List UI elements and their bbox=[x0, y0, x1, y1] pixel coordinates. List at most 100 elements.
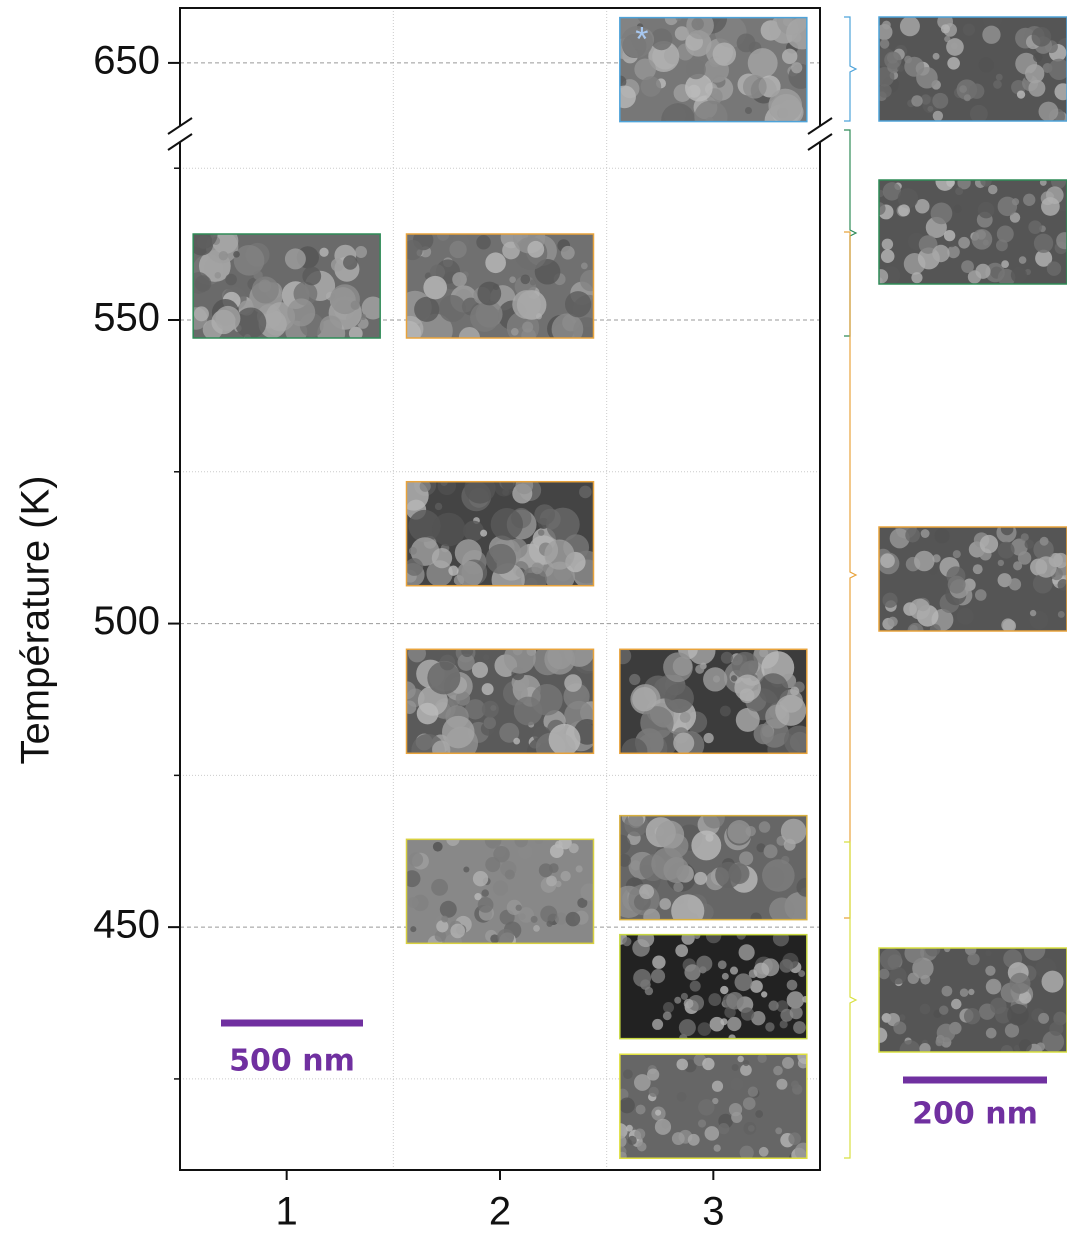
grain bbox=[729, 966, 739, 975]
grain bbox=[555, 840, 563, 849]
grain bbox=[747, 1086, 759, 1097]
grain bbox=[696, 955, 713, 972]
grain bbox=[773, 1065, 783, 1076]
grain bbox=[758, 821, 771, 833]
grain bbox=[711, 1080, 724, 1092]
grain bbox=[193, 234, 218, 249]
grain bbox=[439, 900, 457, 918]
grain bbox=[640, 706, 674, 740]
grain bbox=[406, 320, 421, 338]
grain bbox=[740, 1007, 755, 1021]
grain bbox=[691, 830, 722, 861]
x-tick-label: 2 bbox=[489, 1190, 511, 1234]
grain bbox=[643, 908, 661, 920]
sem-image bbox=[619, 814, 808, 921]
grain bbox=[215, 305, 241, 331]
scale-bar-label: 200 nm bbox=[912, 1097, 1038, 1132]
grain bbox=[697, 1022, 712, 1036]
grain bbox=[431, 878, 449, 896]
grain bbox=[879, 39, 890, 49]
grain bbox=[721, 972, 729, 980]
grain bbox=[790, 686, 800, 696]
grain bbox=[676, 1058, 689, 1071]
grain bbox=[679, 712, 691, 723]
grain bbox=[406, 681, 416, 700]
grain bbox=[793, 913, 800, 920]
grain bbox=[302, 266, 322, 286]
texture bbox=[619, 649, 807, 754]
grain bbox=[457, 653, 475, 671]
grain bbox=[580, 883, 594, 901]
grain bbox=[904, 948, 925, 964]
grain bbox=[740, 1064, 752, 1076]
side-image bbox=[878, 179, 1067, 285]
grain bbox=[350, 300, 360, 310]
grain bbox=[546, 920, 553, 927]
texture bbox=[879, 180, 1067, 284]
grain bbox=[879, 968, 890, 980]
grain bbox=[1013, 1044, 1021, 1052]
grain bbox=[975, 263, 991, 279]
grain bbox=[1039, 180, 1047, 186]
grain bbox=[962, 23, 976, 36]
grain bbox=[531, 562, 544, 575]
texture bbox=[879, 527, 1067, 631]
grain bbox=[756, 843, 766, 853]
grain bbox=[481, 889, 489, 897]
image-tile bbox=[405, 480, 595, 587]
y-axis-label: Température (K) bbox=[14, 476, 58, 765]
grain bbox=[956, 607, 974, 625]
grain bbox=[911, 272, 923, 284]
grain bbox=[432, 841, 443, 852]
grain bbox=[941, 985, 953, 997]
grain bbox=[560, 870, 571, 882]
grain bbox=[634, 1128, 646, 1140]
grain bbox=[1053, 552, 1067, 569]
tile-marker: * bbox=[635, 21, 648, 59]
grain bbox=[736, 934, 746, 940]
sem-image bbox=[405, 648, 595, 755]
grain bbox=[629, 673, 641, 686]
grain bbox=[786, 17, 807, 50]
grain bbox=[348, 326, 363, 338]
grain bbox=[1018, 1039, 1032, 1052]
grain bbox=[920, 529, 930, 538]
grain bbox=[330, 258, 345, 272]
grain bbox=[918, 235, 938, 254]
grain bbox=[1025, 64, 1045, 84]
grain bbox=[719, 705, 731, 717]
x-tick-label: 1 bbox=[276, 1190, 298, 1234]
grain bbox=[515, 904, 522, 911]
grain bbox=[961, 260, 974, 273]
grain bbox=[423, 275, 447, 300]
grain bbox=[235, 307, 267, 338]
grain bbox=[674, 996, 682, 1004]
grain bbox=[1000, 527, 1014, 536]
grain bbox=[879, 277, 883, 284]
grain bbox=[898, 204, 911, 217]
grain bbox=[253, 270, 263, 281]
grain bbox=[484, 839, 502, 849]
grain bbox=[671, 894, 705, 920]
texture bbox=[619, 815, 807, 920]
grain bbox=[575, 865, 583, 873]
grain bbox=[1039, 536, 1049, 546]
grain bbox=[985, 1027, 997, 1039]
grain bbox=[879, 948, 902, 971]
grain bbox=[1023, 948, 1046, 961]
grain bbox=[709, 1016, 725, 1032]
grain bbox=[920, 94, 931, 105]
sem-image bbox=[192, 233, 381, 339]
grain bbox=[775, 694, 807, 726]
grain bbox=[899, 1040, 921, 1052]
grain bbox=[506, 899, 522, 915]
grain bbox=[1018, 991, 1032, 1004]
grain bbox=[681, 934, 695, 945]
grain bbox=[481, 683, 494, 696]
grain bbox=[704, 1126, 720, 1141]
grain bbox=[978, 57, 994, 73]
grain bbox=[429, 264, 446, 280]
grain bbox=[757, 673, 789, 704]
grain bbox=[564, 674, 582, 692]
grain bbox=[686, 59, 706, 80]
